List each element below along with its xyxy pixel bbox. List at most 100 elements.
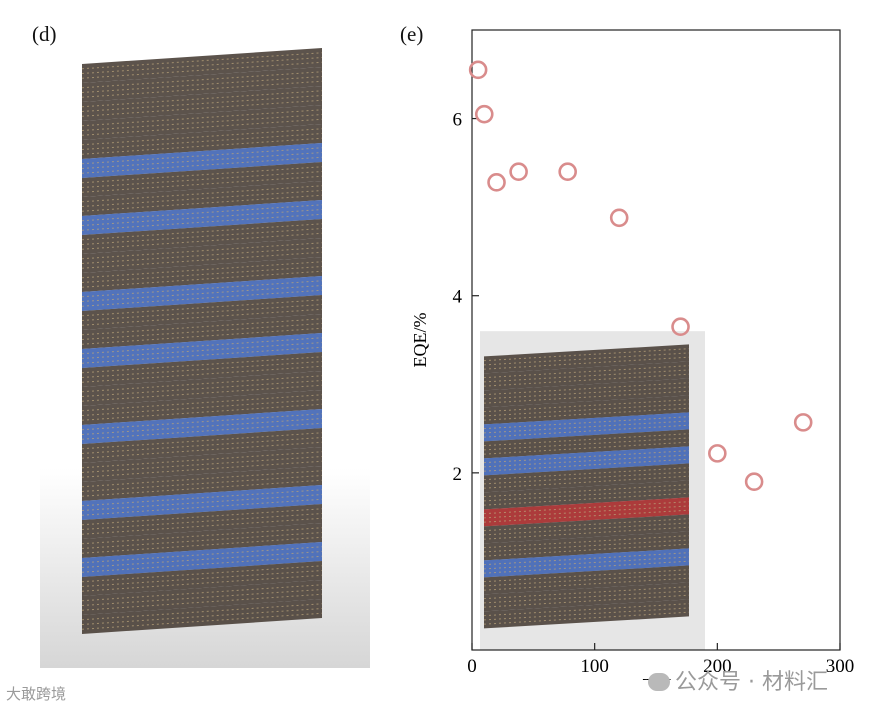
atom-row — [81, 593, 323, 611]
atom-row — [81, 171, 323, 188]
atom-row — [81, 166, 323, 184]
atom-row — [81, 508, 323, 526]
panel-label-e: (e) — [400, 22, 424, 46]
atom-row — [81, 213, 323, 231]
atom-row — [81, 422, 323, 440]
atom-row — [483, 407, 690, 421]
atom-row — [81, 327, 323, 345]
atom-row — [81, 460, 323, 478]
atom-row — [483, 505, 690, 519]
atom-row — [81, 608, 323, 625]
atom-row — [81, 498, 323, 516]
atom-row — [483, 437, 690, 451]
atom-row — [81, 517, 323, 535]
atom-row — [81, 318, 323, 336]
atom-row — [483, 603, 690, 617]
atom-row — [483, 352, 690, 366]
atom-row — [483, 399, 690, 413]
atom-row — [81, 304, 323, 321]
atom-row — [81, 337, 323, 355]
atom-row — [483, 424, 690, 438]
atom-row — [81, 147, 323, 165]
atom-row — [81, 285, 323, 302]
atom-row — [483, 539, 690, 553]
atom-row — [81, 280, 323, 298]
atom-row — [81, 565, 323, 583]
x-tick-label: 200 — [703, 656, 732, 677]
atom-row — [81, 194, 323, 212]
atom-row — [81, 532, 323, 549]
plot-frame — [471, 29, 841, 651]
atom-row — [81, 380, 323, 397]
atom-row — [483, 573, 690, 587]
atom-row — [81, 494, 323, 511]
atom-row — [483, 492, 690, 506]
atom-row — [81, 232, 323, 250]
atom-row — [483, 522, 690, 536]
atom-row — [81, 99, 323, 117]
y-tick-label: 4 — [453, 287, 463, 308]
atom-row — [81, 342, 323, 359]
layer-stack — [81, 48, 323, 634]
atom-row — [483, 590, 690, 604]
atom-row — [81, 384, 323, 402]
atom-row — [483, 373, 690, 387]
data-point — [509, 162, 528, 182]
atom-row — [81, 242, 323, 260]
atom-row — [81, 133, 323, 150]
atom-row — [81, 365, 323, 383]
atom-row — [81, 270, 323, 288]
atom-row — [81, 394, 323, 412]
atom-row — [81, 456, 323, 473]
x-tick-label: 0 — [467, 656, 477, 677]
atom-row — [81, 137, 323, 155]
atom-row — [483, 420, 690, 434]
atom-row — [81, 61, 323, 79]
atom-row — [81, 190, 323, 207]
atom-row — [483, 471, 690, 485]
atom-row — [81, 475, 323, 492]
wechat-icon — [648, 673, 670, 691]
atom-row — [483, 475, 690, 489]
watermark-right-text: 公众号 · 材料汇 — [675, 670, 828, 695]
atom-row — [81, 555, 323, 573]
atom-row — [483, 382, 690, 396]
x-axis-ticks: 0 100 200 300 — [467, 643, 854, 677]
atom-row — [483, 577, 690, 591]
atom-row — [81, 403, 323, 421]
atom-row — [81, 228, 323, 245]
atom-row — [81, 185, 323, 203]
atom-row — [81, 114, 323, 131]
atom-row — [81, 361, 323, 378]
atom-row — [81, 204, 323, 222]
atom-row — [81, 266, 323, 283]
atom-row — [81, 289, 323, 307]
atom-row — [81, 574, 323, 592]
atom-row — [483, 586, 690, 600]
atom-row — [483, 403, 690, 417]
atom-row — [483, 526, 690, 540]
atom-row — [483, 594, 690, 608]
x-tick-label: 300 — [826, 656, 855, 677]
atom-row — [483, 552, 690, 566]
atom-row — [81, 536, 323, 554]
atom-row — [483, 535, 690, 549]
data-point — [793, 413, 813, 432]
watermark-left: 大敢跨境 — [6, 683, 66, 704]
atom-row — [483, 441, 690, 455]
atom-row — [81, 76, 323, 93]
atom-row — [81, 513, 323, 530]
watermark-left-text: 大敢跨境 — [6, 685, 67, 703]
atom-row — [81, 261, 323, 279]
data-point — [744, 472, 764, 492]
atom-row — [81, 437, 323, 454]
atom-row — [81, 418, 323, 435]
atom-row — [81, 441, 323, 459]
atom-row — [483, 560, 690, 574]
atom-row — [483, 501, 690, 515]
atom-row — [81, 479, 323, 497]
atom-row — [483, 416, 690, 430]
data-point — [558, 162, 577, 182]
data-point — [474, 104, 494, 124]
